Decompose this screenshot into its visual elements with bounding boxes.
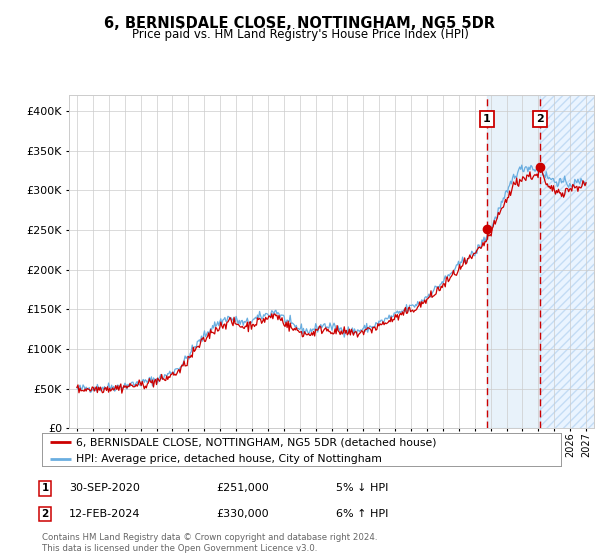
Text: 6, BERNISDALE CLOSE, NOTTINGHAM, NG5 5DR (detached house): 6, BERNISDALE CLOSE, NOTTINGHAM, NG5 5DR…: [76, 437, 436, 447]
Bar: [487, 95, 540, 428]
Text: HPI: Average price, detached house, City of Nottingham: HPI: Average price, detached house, City…: [76, 454, 382, 464]
Text: 30-SEP-2020: 30-SEP-2020: [69, 483, 140, 493]
Text: Price paid vs. HM Land Registry's House Price Index (HPI): Price paid vs. HM Land Registry's House …: [131, 28, 469, 41]
Text: 2: 2: [536, 114, 544, 124]
Text: £330,000: £330,000: [216, 509, 269, 519]
Text: £251,000: £251,000: [216, 483, 269, 493]
Text: 12-FEB-2024: 12-FEB-2024: [69, 509, 140, 519]
Text: 2: 2: [41, 509, 49, 519]
Text: Contains HM Land Registry data © Crown copyright and database right 2024.
This d: Contains HM Land Registry data © Crown c…: [42, 533, 377, 553]
Bar: [540, 95, 594, 428]
Text: 5% ↓ HPI: 5% ↓ HPI: [336, 483, 388, 493]
Text: 1: 1: [483, 114, 490, 124]
Text: 6% ↑ HPI: 6% ↑ HPI: [336, 509, 388, 519]
Text: 6, BERNISDALE CLOSE, NOTTINGHAM, NG5 5DR: 6, BERNISDALE CLOSE, NOTTINGHAM, NG5 5DR: [104, 16, 496, 31]
Text: 1: 1: [41, 483, 49, 493]
